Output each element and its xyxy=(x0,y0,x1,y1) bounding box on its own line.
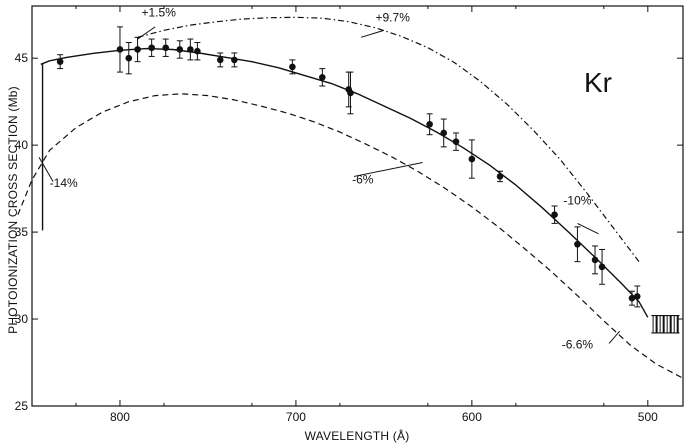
data-point xyxy=(633,293,641,300)
data-point xyxy=(347,89,354,97)
data-point xyxy=(148,44,155,52)
annotation-leader xyxy=(137,26,156,40)
annotation-label: -10% xyxy=(563,193,591,207)
data-points xyxy=(56,26,641,308)
data-point xyxy=(591,256,599,264)
y-tick-label: 40 xyxy=(15,138,29,152)
x-tick-label: 800 xyxy=(110,410,130,424)
data-point xyxy=(426,120,433,128)
data-point xyxy=(134,46,141,53)
plot-border xyxy=(31,5,684,407)
data-point xyxy=(551,211,558,218)
y-tick-label: 25 xyxy=(15,399,29,413)
data-point xyxy=(468,155,476,163)
data-point xyxy=(176,46,184,53)
annotation-leader xyxy=(353,162,423,177)
annotation-label: +1.5% xyxy=(142,5,177,19)
x-tick-label: 600 xyxy=(462,410,482,424)
data-point xyxy=(628,294,636,302)
data-point xyxy=(598,263,606,271)
x-tick-label: 500 xyxy=(638,410,658,424)
y-tick-label: 35 xyxy=(15,225,29,239)
data-point xyxy=(574,240,581,248)
model-curve-dashed xyxy=(17,93,684,379)
data-point xyxy=(216,56,224,64)
model-curves xyxy=(17,16,684,379)
annotation-leader xyxy=(608,330,621,344)
data-point xyxy=(496,173,504,180)
data-point xyxy=(116,46,124,53)
data-point xyxy=(125,54,133,62)
axis-ticks: 800 700 600 500 25 30 35 40 45 xyxy=(15,6,683,424)
y-axis-title: PHOTOIONIZATION CROSS SECTION (Mb) xyxy=(6,86,20,334)
data-point xyxy=(56,58,64,65)
annotation-leader xyxy=(360,29,385,38)
y-tick-label: 30 xyxy=(15,312,29,326)
element-label: Kr xyxy=(584,67,612,98)
annotation-label: -6.6% xyxy=(562,338,594,352)
x-axis-title: WAVELENGTH (Å) xyxy=(305,428,410,443)
annotations: +1.5% +9.7%-14% -6%-10%-6.6% xyxy=(38,5,621,352)
x-tick-label: 700 xyxy=(286,410,306,424)
data-point xyxy=(319,74,326,81)
data-point xyxy=(162,44,170,52)
annotation-label: +9.7% xyxy=(376,11,411,25)
annotation-leader xyxy=(38,157,54,182)
annotation-leader xyxy=(577,222,599,235)
data-point xyxy=(231,56,238,64)
data-point xyxy=(452,138,460,145)
annotation-label: -14% xyxy=(50,176,78,190)
fit-curve-solid xyxy=(40,47,649,318)
data-point xyxy=(289,63,296,71)
data-point xyxy=(194,47,201,55)
data-point xyxy=(187,46,194,53)
model-curve-dash-dot xyxy=(137,16,640,263)
data-point xyxy=(440,129,448,137)
y-tick-label: 45 xyxy=(15,51,29,65)
plot-frame xyxy=(31,5,684,407)
